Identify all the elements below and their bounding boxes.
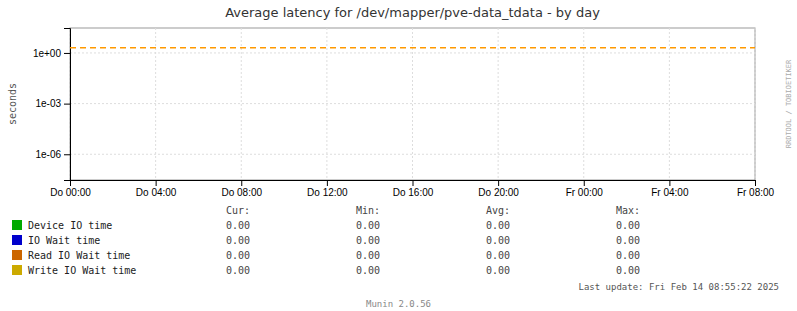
x-tick-mark — [241, 180, 242, 186]
x-tick-mark — [327, 180, 328, 186]
x-axis: Do 00:00 Do 04:00 Do 08:00 Do 12:00 Do 16:00… — [50, 180, 774, 198]
grid-line-y — [70, 52, 755, 53]
legend-value: 0.00 — [356, 220, 380, 231]
x-tick-label: Do 00:00 — [50, 187, 91, 198]
y-axis-line — [64, 29, 71, 181]
legend-column-header: Max: — [616, 205, 640, 216]
legend-label: Read IO Wait time — [28, 250, 130, 261]
grid-line-x — [669, 28, 670, 180]
x-tick-label: Fr 00:00 — [566, 187, 604, 198]
legend-value: 0.00 — [226, 265, 250, 276]
x-tick-label: Fr 04:00 — [651, 187, 689, 198]
x-tick: Fr 00:00 — [566, 180, 604, 198]
y-tick-label: 1e-03 — [35, 98, 61, 109]
legend-value: 0.00 — [616, 265, 640, 276]
y-tick: 1e+00 — [33, 48, 70, 59]
legend-value: 0.00 — [356, 250, 380, 261]
legend-label: Device IO time — [28, 220, 112, 231]
y-tick-mark — [64, 53, 70, 54]
x-tick-label: Fr 08:00 — [737, 187, 775, 198]
x-tick-label: Do 20:00 — [478, 187, 519, 198]
x-tick: Do 00:00 — [50, 180, 91, 198]
legend-swatch — [12, 220, 22, 230]
x-tick-label: Do 08:00 — [221, 187, 262, 198]
x-tick: Do 12:00 — [307, 180, 348, 198]
grid-line-x — [412, 28, 413, 180]
y-tick-mark — [64, 104, 70, 105]
y-label: seconds — [7, 83, 18, 125]
x-tick: Fr 04:00 — [651, 180, 689, 198]
legend-value: 0.00 — [486, 250, 510, 261]
legend-value: 0.00 — [356, 235, 380, 246]
marks — [70, 47, 755, 48]
legend-value: 0.00 — [616, 220, 640, 231]
grid-line-y — [70, 154, 755, 155]
x-tick-mark — [156, 180, 157, 186]
grid-line-x — [241, 28, 242, 180]
y-tick-label: 1e+00 — [33, 48, 62, 59]
x-tick-label: Do 04:00 — [136, 187, 177, 198]
grid-line-y — [70, 103, 755, 104]
x-axis-line — [71, 181, 756, 187]
y-axis: 1e-06 1e-03 1e+00 — [33, 29, 71, 181]
legend-value: 0.00 — [616, 250, 640, 261]
legend-value: 0.00 — [226, 250, 250, 261]
x-tick-mark — [413, 180, 414, 186]
legend-column-header: Cur: — [226, 205, 250, 216]
x-tick: Do 20:00 — [478, 180, 519, 198]
x-tick-label: Do 16:00 — [393, 187, 434, 198]
legend-swatch — [12, 265, 22, 275]
legend-value: 0.00 — [226, 220, 250, 231]
x-tick: Fr 08:00 — [737, 180, 775, 198]
x-tick-mark — [584, 180, 585, 186]
y-tick-mark — [64, 154, 70, 155]
legend-label: Write IO Wait time — [28, 265, 136, 276]
legend-value: 0.00 — [486, 265, 510, 276]
reference-line — [70, 47, 755, 49]
x-tick-mark — [669, 180, 670, 186]
y-tick-label: 1e-06 — [35, 149, 61, 160]
legend-value: 0.00 — [486, 235, 510, 246]
y-tick: 1e-03 — [35, 98, 70, 109]
x-tick-label: Do 12:00 — [307, 187, 348, 198]
x-tick: Do 04:00 — [136, 180, 177, 198]
x-tick-mark — [498, 180, 499, 186]
legend-swatch — [12, 250, 22, 260]
legend-column-header: Min: — [356, 205, 380, 216]
chart: Do 00:00 Do 04:00 Do 08:00 Do 12:00 Do 16:00… — [0, 0, 797, 311]
plot-frame — [70, 28, 755, 180]
watermark: RRDTOOL / TOBIOETIKER — [785, 59, 793, 148]
footer-center: Munin 2.0.56 — [366, 299, 431, 309]
legend-value: 0.00 — [486, 220, 510, 231]
title: Average latency for /dev/mapper/pve-data… — [225, 5, 600, 20]
legend-value: 0.00 — [226, 235, 250, 246]
grid — [70, 28, 755, 180]
x-tick: Do 16:00 — [393, 180, 434, 198]
x-tick-mark — [755, 180, 756, 186]
legend: Cur: Min: Avg: Max: Device IO time 0.00 0.00 0.… — [12, 205, 640, 276]
legend-value: 0.00 — [356, 265, 380, 276]
legend-value: 0.00 — [616, 235, 640, 246]
legend-column-header: Avg: — [486, 205, 510, 216]
footer-right: Last update: Fri Feb 14 08:55:22 2025 — [579, 282, 779, 292]
x-tick: Do 08:00 — [221, 180, 262, 198]
legend-swatch — [12, 235, 22, 245]
plot: Do 00:00 Do 04:00 Do 08:00 Do 12:00 Do 16:00… — [33, 28, 775, 198]
legend-label: IO Wait time — [28, 235, 100, 246]
y-tick: 1e-06 — [35, 149, 70, 160]
